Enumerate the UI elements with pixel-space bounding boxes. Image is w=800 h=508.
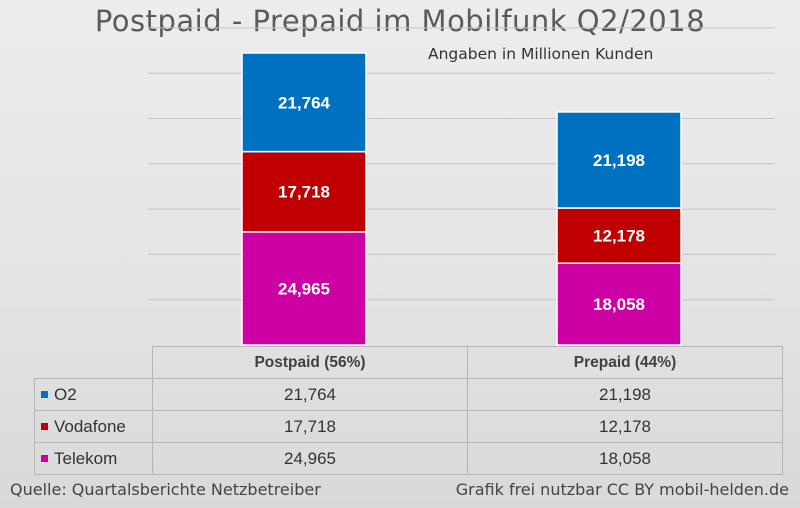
table-row-label: Telekom <box>34 442 153 475</box>
legend-swatch-telekom <box>41 454 48 462</box>
chart-title: Postpaid - Prepaid im Mobilfunk Q2/2018 <box>94 4 706 38</box>
table-row-vodafone: Vodafone 17,718 12,178 <box>34 410 783 443</box>
data-label-o2-postpaid: 21,764 <box>278 93 331 112</box>
data-label-o2-prepaid: 21,198 <box>593 151 645 170</box>
source-note: Quelle: Quartalsberichte Netzbetreiber <box>10 480 321 499</box>
legend-label-telekom: Telekom <box>54 448 118 468</box>
legend-label-vodafone: Vodafone <box>54 416 126 436</box>
table-row-telekom: Telekom 24,965 18,058 <box>34 442 783 475</box>
bar-o2-prepaid <box>556 111 682 209</box>
table-cell: 24,965 <box>152 442 468 475</box>
stacked-bar-chart: 24,965 17,718 21,764 18,058 12,178 21,198 <box>148 27 775 346</box>
bar-telekom-prepaid <box>556 262 682 346</box>
chart-subtitle: Angaben in Millionen Kunden <box>428 45 654 63</box>
table-cell: 18,058 <box>467 442 783 475</box>
table-cell: 12,178 <box>467 410 783 443</box>
table-header-row: Postpaid (56%) Prepaid (44%) <box>34 346 783 379</box>
data-label-vodafone-postpaid: 17,718 <box>278 183 330 202</box>
data-label-vodafone-prepaid: 12,178 <box>593 227 645 246</box>
table-row-label: O2 <box>34 378 153 411</box>
license-note: Grafik frei nutzbar CC BY mobil-helden.d… <box>455 480 789 499</box>
legend-swatch-vodafone <box>41 422 48 430</box>
bar-vodafone-prepaid <box>556 207 682 264</box>
table-corner <box>34 346 153 379</box>
bar-vodafone-postpaid <box>241 150 367 233</box>
table-cell: 17,718 <box>152 410 468 443</box>
table-row-label: Vodafone <box>34 410 153 443</box>
legend-label-o2: O2 <box>54 384 77 404</box>
data-label-telekom-postpaid: 24,965 <box>278 279 330 298</box>
table-row-o2: O2 21,764 21,198 <box>34 378 783 411</box>
legend-swatch-o2 <box>41 390 48 398</box>
data-table: Postpaid (56%) Prepaid (44%) O2 21,764 2… <box>34 346 783 475</box>
table-header-postpaid: Postpaid (56%) <box>152 346 468 379</box>
table-cell: 21,764 <box>152 378 468 411</box>
table-cell: 21,198 <box>467 378 783 411</box>
table-header-prepaid: Prepaid (44%) <box>467 346 783 379</box>
bar-telekom-postpaid <box>241 231 367 346</box>
bar-o2-postpaid <box>241 52 367 153</box>
data-label-telekom-prepaid: 18,058 <box>593 295 645 314</box>
